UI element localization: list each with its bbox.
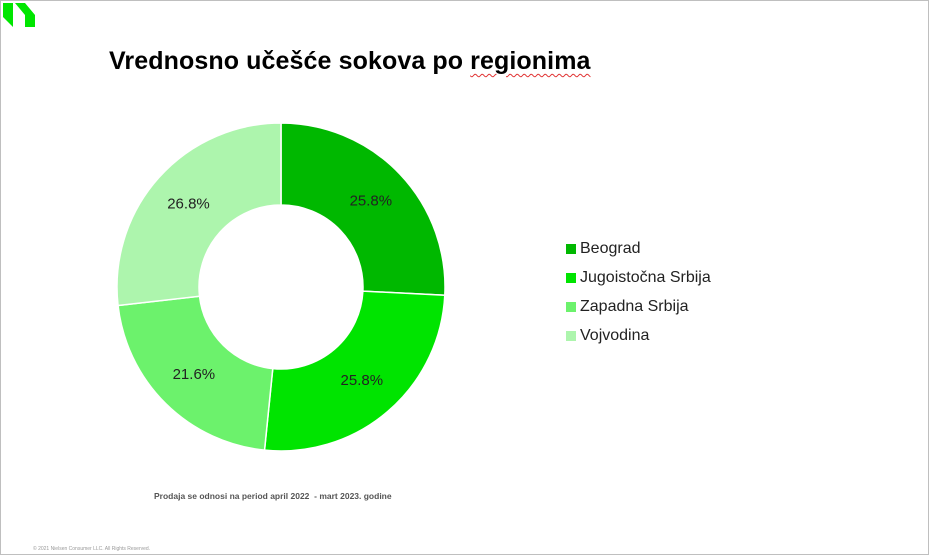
slice-beograd (280, 122, 446, 297)
legend-label-zapadna-srbija: Zapadna Srbija (580, 297, 689, 315)
legend-label-beograd: Beograd (580, 239, 641, 257)
legend-item-beograd: Beograd (566, 234, 711, 263)
title-prefix: Vrednosno učešće sokova po (109, 47, 471, 75)
data-label-beograd: 25.8% (350, 193, 393, 210)
legend-swatch-jugoistocna-srbija (566, 272, 576, 283)
slice-jugoistocna-srbija (263, 290, 446, 452)
page-title: Vrednosno učešće sokova po regionima (109, 47, 591, 76)
slice-zapadna-srbija (117, 295, 274, 451)
legend-label-jugoistocna-srbija: Jugoistočna Srbija (580, 268, 711, 286)
legend-item-jugoistocna-srbija: Jugoistočna Srbija (566, 263, 711, 292)
legend-swatch-beograd (566, 243, 576, 254)
chart-legend: Beograd Jugoistočna Srbija Zapadna Srbij… (566, 234, 711, 350)
data-label-jugoistocna-srbija: 25.8% (341, 372, 384, 389)
legend-swatch-vojvodina (566, 330, 576, 341)
slice-vojvodina (116, 122, 282, 307)
legend-item-zapadna-srbija: Zapadna Srbija (566, 292, 711, 321)
legend-swatch-zapadna-srbija (566, 301, 576, 312)
legend-item-vojvodina: Vojvodina (566, 321, 711, 350)
legend-label-vojvodina: Vojvodina (580, 326, 650, 344)
nielsen-logo-icon (3, 3, 35, 27)
period-footnote: Prodaja se odnosi na period april 2022 -… (154, 491, 392, 501)
data-label-vojvodina: 26.8% (167, 195, 210, 212)
title-suffix: regionima (470, 47, 591, 75)
copyright-notice: © 2021 Nielsen Consumer LLC. All Rights … (33, 546, 151, 552)
data-label-zapadna-srbija: 21.6% (173, 366, 216, 383)
